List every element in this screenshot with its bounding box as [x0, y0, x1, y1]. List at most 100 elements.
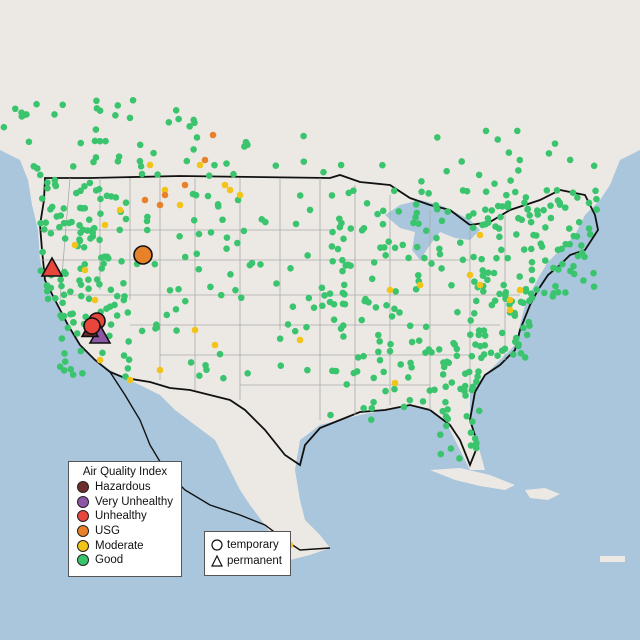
- monitor-marker: [391, 305, 398, 313]
- monitor-marker: [96, 137, 104, 145]
- monitor-marker: [484, 269, 492, 276]
- monitor-marker: [339, 256, 346, 264]
- monitor-marker: [470, 253, 477, 261]
- monitor-marker: [527, 245, 535, 253]
- monitor-marker: [113, 292, 121, 300]
- monitor-marker: [92, 126, 100, 133]
- monitor-marker: [410, 219, 417, 227]
- monitor-marker: [69, 371, 77, 378]
- monitor-marker: [120, 296, 128, 304]
- monitor-marker: [395, 208, 403, 215]
- monitor-marker: [374, 210, 381, 218]
- monitor-marker: [172, 107, 180, 114]
- monitor-marker: [71, 241, 79, 249]
- monitor-marker: [498, 329, 506, 337]
- monitor-marker: [120, 279, 127, 287]
- monitor-marker: [422, 227, 430, 234]
- monitor-marker: [69, 310, 77, 317]
- monitor-marker: [52, 294, 59, 302]
- monitor-marker: [580, 277, 587, 284]
- monitor-marker: [575, 218, 583, 226]
- monitor-marker: [412, 214, 419, 221]
- monitor-marker: [39, 248, 46, 256]
- monitor-marker: [192, 191, 200, 199]
- monitor-marker: [503, 191, 510, 199]
- monitor-marker: [379, 207, 387, 215]
- monitor-marker: [81, 182, 88, 190]
- monitor-marker: [377, 244, 384, 251]
- monitor-marker: [336, 223, 344, 231]
- monitor-marker: [73, 189, 80, 197]
- aqi-legend-label: Good: [95, 554, 124, 567]
- aqi-legend-item: Unhealthy: [69, 509, 181, 524]
- monitor-marker: [515, 341, 522, 348]
- monitor-marker: [475, 331, 483, 339]
- monitor-marker: [219, 216, 226, 224]
- monitor-marker: [472, 297, 480, 305]
- monitor-marker: [48, 203, 56, 211]
- aqi-legend-item: Good: [69, 553, 181, 568]
- monitor-marker: [511, 188, 519, 196]
- monitor-marker: [473, 378, 480, 385]
- monitor-marker: [507, 177, 514, 184]
- monitor-marker: [370, 259, 378, 266]
- monitor-marker: [360, 224, 368, 232]
- monitor-marker: [58, 314, 66, 322]
- monitor-marker: [85, 285, 92, 293]
- monitor-marker: [542, 224, 549, 231]
- monitor-marker: [442, 383, 450, 391]
- monitor-marker: [183, 157, 191, 165]
- monitor-marker: [176, 201, 184, 209]
- monitor-marker: [244, 370, 251, 377]
- monitor-marker: [37, 267, 45, 275]
- monitor-marker: [573, 233, 581, 240]
- monitor-marker: [361, 297, 369, 305]
- monitor-marker: [528, 276, 536, 284]
- monitor-marker: [76, 221, 83, 229]
- monitor-marker: [471, 278, 478, 285]
- monitor-marker: [418, 188, 425, 196]
- monitor-marker: [416, 281, 424, 289]
- monitor-marker: [391, 244, 399, 252]
- monitor-marker: [59, 299, 66, 307]
- monitor-marker: [552, 282, 559, 290]
- monitor-marker: [70, 318, 77, 326]
- circle-icon: [211, 539, 223, 551]
- monitor-marker: [458, 158, 466, 165]
- monitor-marker: [476, 281, 484, 289]
- monitor-marker: [590, 162, 598, 170]
- monitor-marker: [556, 199, 564, 207]
- monitor-marker: [482, 188, 490, 195]
- monitor-marker: [585, 225, 593, 232]
- monitor-marker: [392, 288, 399, 295]
- monitor-marker: [58, 335, 66, 342]
- monitor-marker: [463, 412, 471, 420]
- monitor-marker: [480, 327, 488, 334]
- monitor-marker: [421, 254, 428, 262]
- monitor-marker: [496, 233, 503, 241]
- monitor-marker: [339, 300, 347, 308]
- monitor-marker: [57, 276, 64, 283]
- monitor-marker: [379, 220, 387, 228]
- monitor-marker: [234, 239, 241, 247]
- monitor-marker: [456, 455, 463, 462]
- monitor-marker: [96, 356, 104, 364]
- aqi-legend: Air Quality Index Hazardous Very Unhealth…: [68, 461, 182, 577]
- monitor-marker: [156, 201, 164, 209]
- monitor-marker: [516, 286, 524, 294]
- monitor-marker: [478, 255, 485, 263]
- monitor-marker: [240, 227, 248, 235]
- monitor-marker: [216, 350, 224, 358]
- monitor-marker: [60, 205, 68, 212]
- monitor-marker: [340, 281, 348, 289]
- monitor-marker: [561, 204, 569, 211]
- monitor-marker: [578, 242, 585, 249]
- monitor-marker: [327, 411, 334, 419]
- monitor-marker: [545, 150, 553, 157]
- monitor-marker: [541, 257, 549, 264]
- notable-site-marker: [83, 317, 101, 335]
- monitor-marker: [221, 181, 229, 189]
- monitor-marker: [37, 219, 44, 227]
- monitor-marker: [419, 398, 427, 405]
- monitor-marker: [153, 321, 160, 328]
